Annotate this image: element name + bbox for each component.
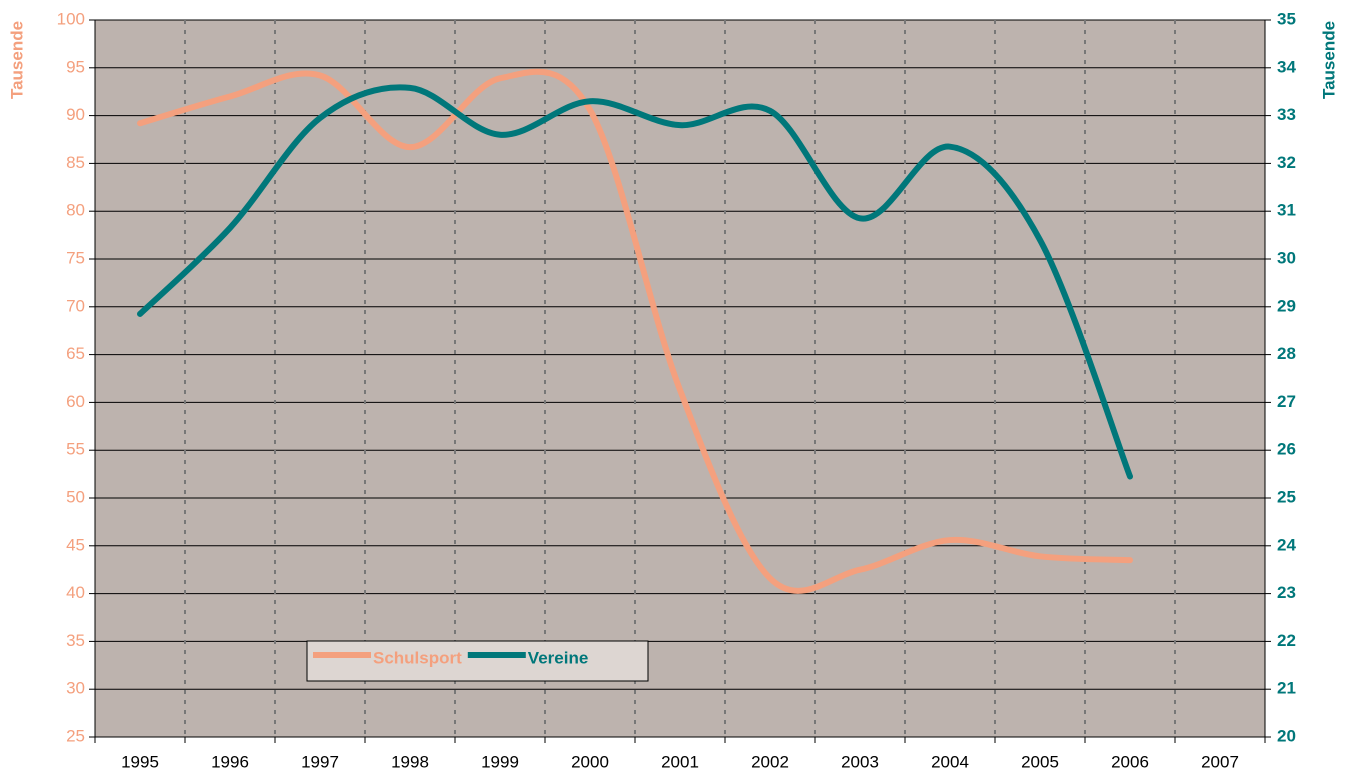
y2-tick-label: 20 <box>1277 726 1296 745</box>
y-tick-label: 50 <box>66 487 85 506</box>
y2-tick-label: 21 <box>1277 679 1296 698</box>
y-tick-label: 35 <box>66 631 85 650</box>
y-tick-label: 55 <box>66 440 85 459</box>
x-tick-label: 2000 <box>571 752 609 771</box>
x-tick-label: 2005 <box>1021 752 1059 771</box>
y2-tick-label: 32 <box>1277 153 1296 172</box>
y2-tick-label: 28 <box>1277 344 1296 363</box>
y-tick-label: 75 <box>66 248 85 267</box>
y-tick-label: 90 <box>66 105 85 124</box>
y-tick-label: 70 <box>66 296 85 315</box>
x-tick-label: 1999 <box>481 752 519 771</box>
y2-tick-label: 31 <box>1277 201 1296 220</box>
x-tick-label: 1997 <box>301 752 339 771</box>
x-tick-label: 2001 <box>661 752 699 771</box>
x-tick-label: 2007 <box>1201 752 1239 771</box>
x-tick-label: 2006 <box>1111 752 1149 771</box>
y2-tick-label: 27 <box>1277 392 1296 411</box>
legend-box <box>306 640 649 682</box>
y2-axis-label: Tausende <box>1319 21 1338 99</box>
y2-tick-label: 23 <box>1277 583 1296 602</box>
y-tick-label: 65 <box>66 344 85 363</box>
x-tick-label: 1996 <box>211 752 249 771</box>
x-tick-label: 2003 <box>841 752 879 771</box>
x-tick-label: 2004 <box>931 752 969 771</box>
y-tick-label: 95 <box>66 57 85 76</box>
x-tick-label: 1998 <box>391 752 429 771</box>
y2-tick-label: 34 <box>1277 57 1296 76</box>
legend-label: Vereine <box>528 648 589 667</box>
series-line <box>137 84 1133 480</box>
y2-tick-label: 29 <box>1277 296 1296 315</box>
x-tick-label: 2002 <box>751 752 789 771</box>
x-tick-label: 1995 <box>121 752 159 771</box>
y-tick-label: 60 <box>66 392 85 411</box>
y2-tick-label: 33 <box>1277 105 1296 124</box>
y2-tick-label: 22 <box>1277 631 1296 650</box>
y2-tick-label: 30 <box>1277 248 1296 267</box>
y-tick-label: 80 <box>66 201 85 220</box>
y-tick-label: 25 <box>66 726 85 745</box>
legend-label: Schulsport <box>373 648 462 667</box>
y2-tick-label: 24 <box>1277 535 1296 554</box>
y-tick-label: 30 <box>66 679 85 698</box>
y-tick-label: 100 <box>57 9 85 28</box>
y-tick-label: 85 <box>66 153 85 172</box>
y2-tick-label: 35 <box>1277 9 1296 28</box>
y-axis-label: Tausende <box>7 21 26 99</box>
series-line <box>137 68 1133 594</box>
y-tick-label: 40 <box>66 583 85 602</box>
plot-area <box>95 20 1265 737</box>
y-tick-label: 45 <box>66 535 85 554</box>
y2-tick-label: 26 <box>1277 440 1296 459</box>
y2-tick-label: 25 <box>1277 487 1296 506</box>
